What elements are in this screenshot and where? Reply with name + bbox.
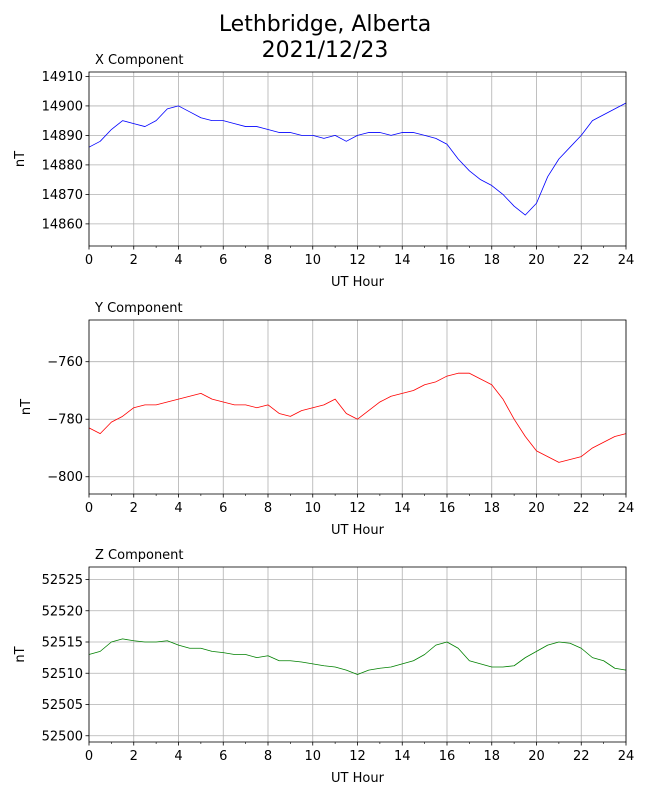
x-x-tick-label: 10 <box>304 253 321 268</box>
z-y-axis-label: nT <box>13 646 28 662</box>
x-x-tick-label: 8 <box>264 253 272 268</box>
x-x-tick-label: 0 <box>85 253 93 268</box>
z-x-tick-label: 4 <box>174 749 182 764</box>
x-y-axis-label: nT <box>13 151 28 167</box>
z-x-tick-label: 20 <box>528 749 545 764</box>
y-x-tick-label: 24 <box>618 501 635 516</box>
y-x-tick-label: 8 <box>264 501 272 516</box>
y-panel-title: Y Component <box>94 301 183 316</box>
x-x-tick-label: 6 <box>219 253 227 268</box>
figure-title-line1: Lethbridge, Alberta <box>218 12 432 37</box>
z-x-tick-label: 0 <box>85 749 93 764</box>
x-y-tick-label: 14890 <box>42 129 83 144</box>
y-x-tick-label: 10 <box>304 501 321 516</box>
y-series-line <box>88 372 627 463</box>
z-panel-title: Z Component <box>95 548 184 563</box>
y-y-tick-label: −780 <box>47 413 83 428</box>
y-x-tick-label: 18 <box>483 501 500 516</box>
z-x-tick-label: 14 <box>394 749 411 764</box>
x-x-tick-label: 2 <box>130 253 138 268</box>
x-series-line <box>88 102 627 216</box>
z-y-tick-label: 52515 <box>42 636 83 651</box>
x-y-tick-label: 14900 <box>42 99 83 114</box>
x-panel: 0 2 4 6 8 10 12 14 16 18 20 22 241486014870148801489… <box>13 53 634 290</box>
y-y-tick-label: −760 <box>47 355 83 370</box>
figure-title-line2: 2021/12/23 <box>261 38 389 63</box>
z-x-tick-label: 22 <box>573 749 590 764</box>
z-y-tick-label: 52500 <box>42 729 83 744</box>
z-y-tick-label: 52525 <box>42 573 83 588</box>
x-x-tick-label: 24 <box>618 253 635 268</box>
x-x-axis-label: UT Hour <box>331 275 385 290</box>
y-x-tick-label: 20 <box>528 501 545 516</box>
z-x-tick-label: 12 <box>349 749 366 764</box>
z-panel: 0 2 4 6 8 10 12 14 16 18 20 22 245250052505525105251… <box>13 548 634 786</box>
z-x-tick-label: 18 <box>483 749 500 764</box>
z-x-tick-label: 8 <box>264 749 272 764</box>
x-y-tick-label: 14880 <box>42 158 83 173</box>
z-series-line <box>88 638 627 675</box>
z-y-tick-label: 52510 <box>42 667 83 682</box>
y-x-tick-label: 16 <box>439 501 456 516</box>
y-y-tick-label: −800 <box>47 470 83 485</box>
x-x-tick-label: 22 <box>573 253 590 268</box>
x-x-tick-label: 14 <box>394 253 411 268</box>
x-x-tick-label: 12 <box>349 253 366 268</box>
y-x-tick-label: 14 <box>394 501 411 516</box>
z-y-tick-label: 52505 <box>42 698 83 713</box>
y-y-axis-label: nT <box>19 399 34 415</box>
z-x-axis-label: UT Hour <box>331 771 385 786</box>
figure-title: Lethbridge, Alberta 2021/12/23 <box>0 12 650 64</box>
z-x-tick-label: 2 <box>130 749 138 764</box>
y-x-tick-label: 22 <box>573 501 590 516</box>
x-x-tick-label: 18 <box>483 253 500 268</box>
x-x-tick-label: 20 <box>528 253 545 268</box>
y-x-tick-label: 0 <box>85 501 93 516</box>
y-x-tick-label: 12 <box>349 501 366 516</box>
z-x-tick-label: 16 <box>439 749 456 764</box>
z-y-tick-label: 52520 <box>42 604 83 619</box>
z-x-tick-label: 24 <box>618 749 635 764</box>
x-panel-title: X Component <box>95 53 184 68</box>
x-y-tick-label: 14860 <box>42 217 83 232</box>
x-y-tick-label: 14870 <box>42 188 83 203</box>
y-x-tick-label: 2 <box>130 501 138 516</box>
x-x-tick-label: 4 <box>174 253 182 268</box>
z-x-tick-label: 6 <box>219 749 227 764</box>
y-x-axis-label: UT Hour <box>331 523 385 538</box>
y-x-tick-label: 6 <box>219 501 227 516</box>
x-x-tick-label: 16 <box>439 253 456 268</box>
z-x-tick-label: 10 <box>304 749 321 764</box>
y-x-tick-label: 4 <box>174 501 182 516</box>
x-y-tick-label: 14910 <box>42 70 83 85</box>
